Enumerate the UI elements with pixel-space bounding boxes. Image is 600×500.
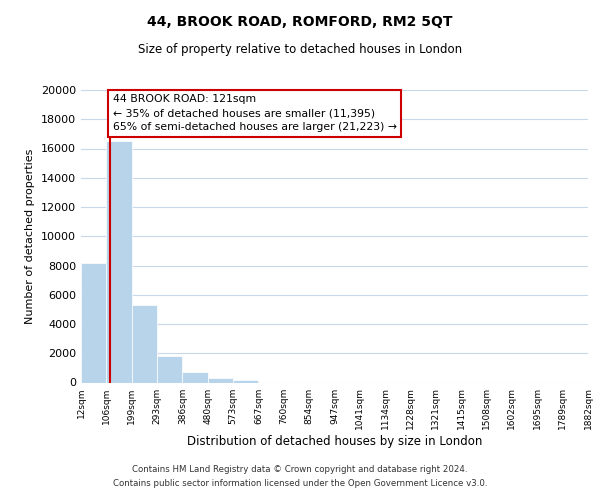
Y-axis label: Number of detached properties: Number of detached properties: [25, 148, 35, 324]
Bar: [208, 378, 233, 382]
Text: 44 BROOK ROAD: 121sqm
← 35% of detached houses are smaller (11,395)
65% of semi-: 44 BROOK ROAD: 121sqm ← 35% of detached …: [113, 94, 397, 132]
Bar: [182, 372, 208, 382]
Bar: [106, 141, 132, 382]
Text: 44, BROOK ROAD, ROMFORD, RM2 5QT: 44, BROOK ROAD, ROMFORD, RM2 5QT: [147, 15, 453, 29]
X-axis label: Distribution of detached houses by size in London: Distribution of detached houses by size …: [187, 435, 482, 448]
Bar: [81, 262, 106, 382]
Text: Contains HM Land Registry data © Crown copyright and database right 2024.
Contai: Contains HM Land Registry data © Crown c…: [113, 466, 487, 487]
Bar: [132, 305, 157, 382]
Text: Size of property relative to detached houses in London: Size of property relative to detached ho…: [138, 42, 462, 56]
Bar: [233, 380, 259, 382]
Bar: [157, 356, 182, 382]
